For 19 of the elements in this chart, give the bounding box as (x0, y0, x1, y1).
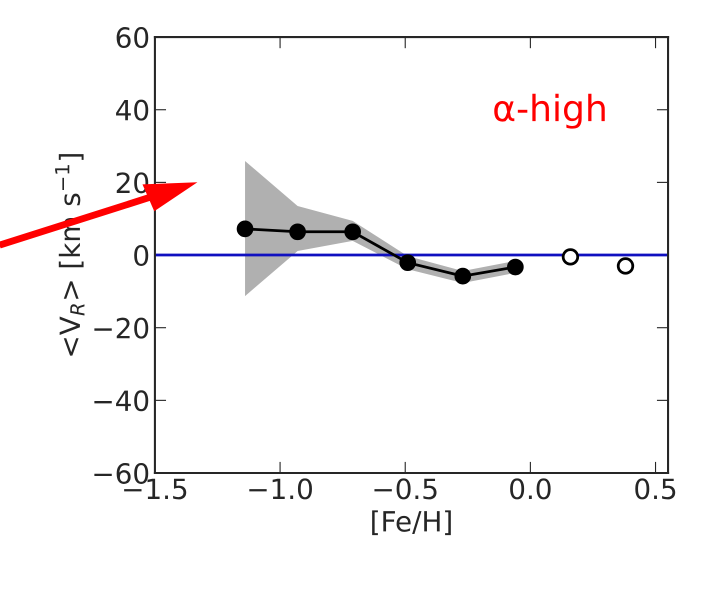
x-tick-label: 0.5 (635, 478, 676, 500)
point (616, 257, 634, 275)
point (507, 258, 524, 276)
point (236, 220, 254, 238)
y-tick-label: 40 (116, 100, 148, 121)
x-axis-title: [Fe/H] (372, 510, 451, 536)
x-tick-label: 0.0 (510, 478, 551, 500)
y-tick-label: 60 (116, 27, 148, 48)
point (399, 254, 416, 272)
y-tick-label: −20 (94, 318, 148, 339)
annotation: α-high (494, 94, 605, 129)
point (289, 223, 306, 240)
point (562, 248, 580, 266)
x-tick-label: −0.5 (374, 478, 437, 500)
point (454, 268, 472, 284)
x-tick-label: −1.0 (249, 478, 312, 500)
y-tick-label: −40 (94, 390, 148, 412)
y-tick-label: 0 (134, 244, 148, 266)
point (344, 223, 361, 240)
